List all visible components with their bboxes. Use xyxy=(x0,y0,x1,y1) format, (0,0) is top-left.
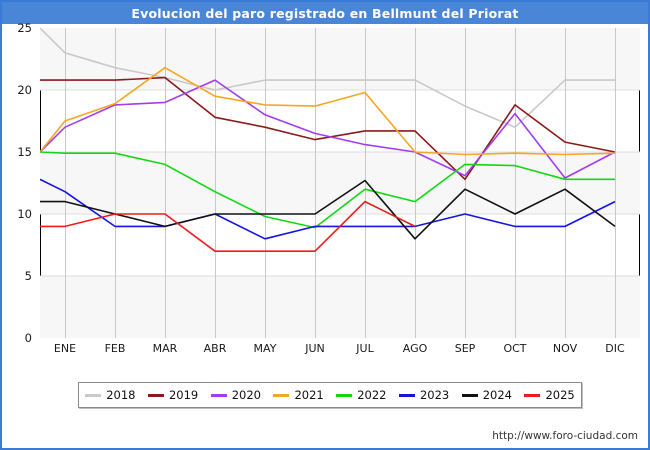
y-tick-label: 20 xyxy=(17,83,32,97)
series-line-2025 xyxy=(40,200,416,252)
plot-area xyxy=(40,28,640,338)
legend-swatch-icon xyxy=(210,393,227,397)
y-axis-labels: 0 5 10 15 20 25 xyxy=(2,21,36,345)
x-tick-label-abr: ABR xyxy=(203,342,227,355)
line-chart xyxy=(40,28,640,338)
x-tick-label-dic: DIC xyxy=(605,342,625,355)
x-tick-label-jun: JUN xyxy=(305,342,325,355)
legend-label: 2019 xyxy=(168,388,199,402)
x-tick-label-ene: ENE xyxy=(53,342,77,355)
window-title-bar: Evolucion del paro registrado en Bellmun… xyxy=(2,2,648,24)
legend-swatch-icon xyxy=(398,393,415,397)
y-tick-label: 25 xyxy=(17,21,32,35)
legend-label: 2020 xyxy=(231,388,262,402)
y-tick-label: 5 xyxy=(24,269,32,283)
source-url: http://www.foro-ciudad.com xyxy=(492,430,638,442)
legend-swatch-icon xyxy=(461,393,478,397)
legend-label: 2022 xyxy=(357,388,387,402)
legend-label: 2025 xyxy=(545,388,575,402)
legend-swatch-icon xyxy=(336,393,353,397)
series-line-2023 xyxy=(40,178,616,240)
legend-swatch-icon xyxy=(147,393,164,397)
x-tick-label-sep: SEP xyxy=(454,342,476,355)
x-tick-label-ago: AGO xyxy=(402,342,428,355)
x-tick-label-mar: MAR xyxy=(152,342,178,355)
legend-label: 2021 xyxy=(294,388,324,402)
legend-item-2020[interactable]: 2020 xyxy=(210,388,262,402)
legend-item-2025[interactable]: 2025 xyxy=(524,388,575,402)
legend-item-2018[interactable]: 2018 xyxy=(85,388,136,402)
x-axis-labels: ENE FEB MAR ABR MAY JUN JUL AGO SEP OCT NOV DIC xyxy=(40,342,640,360)
legend-swatch-icon xyxy=(273,393,290,397)
series-line-2021 xyxy=(40,66,616,156)
series-line-2018 xyxy=(40,28,615,128)
y-tick-label: 10 xyxy=(17,207,32,221)
plot-band xyxy=(40,152,640,214)
x-tick-label-may: MAY xyxy=(253,342,277,355)
legend-swatch-icon xyxy=(85,393,102,397)
page-title: Evolucion del paro registrado en Bellmun… xyxy=(131,5,519,21)
legend-label: 2018 xyxy=(106,388,136,402)
series-line-2019 xyxy=(40,76,616,181)
legend-item-2023[interactable]: 2023 xyxy=(398,388,450,402)
legend-item-2019[interactable]: 2019 xyxy=(147,388,199,402)
legend-label: 2023 xyxy=(419,388,450,402)
x-tick-label-jul: JUL xyxy=(356,342,374,355)
x-tick-label-oct: OCT xyxy=(503,342,527,355)
y-tick-label: 15 xyxy=(17,145,32,159)
legend-item-2024[interactable]: 2024 xyxy=(461,388,513,402)
x-tick-label-feb: FEB xyxy=(104,342,126,355)
legend-item-2022[interactable]: 2022 xyxy=(336,388,387,402)
plot-band xyxy=(40,276,640,338)
series-line-2020 xyxy=(40,79,616,179)
legend-item-2021[interactable]: 2021 xyxy=(273,388,324,402)
legend-swatch-icon xyxy=(524,393,541,397)
x-tick-label-nov: NOV xyxy=(552,342,578,355)
legend-label: 2024 xyxy=(482,388,513,402)
series-line-2022 xyxy=(40,151,615,229)
y-tick-label: 0 xyxy=(24,331,32,345)
chart-legend: 2018 2019 2020 2021 2022 2023 2024 2025 xyxy=(78,382,582,408)
